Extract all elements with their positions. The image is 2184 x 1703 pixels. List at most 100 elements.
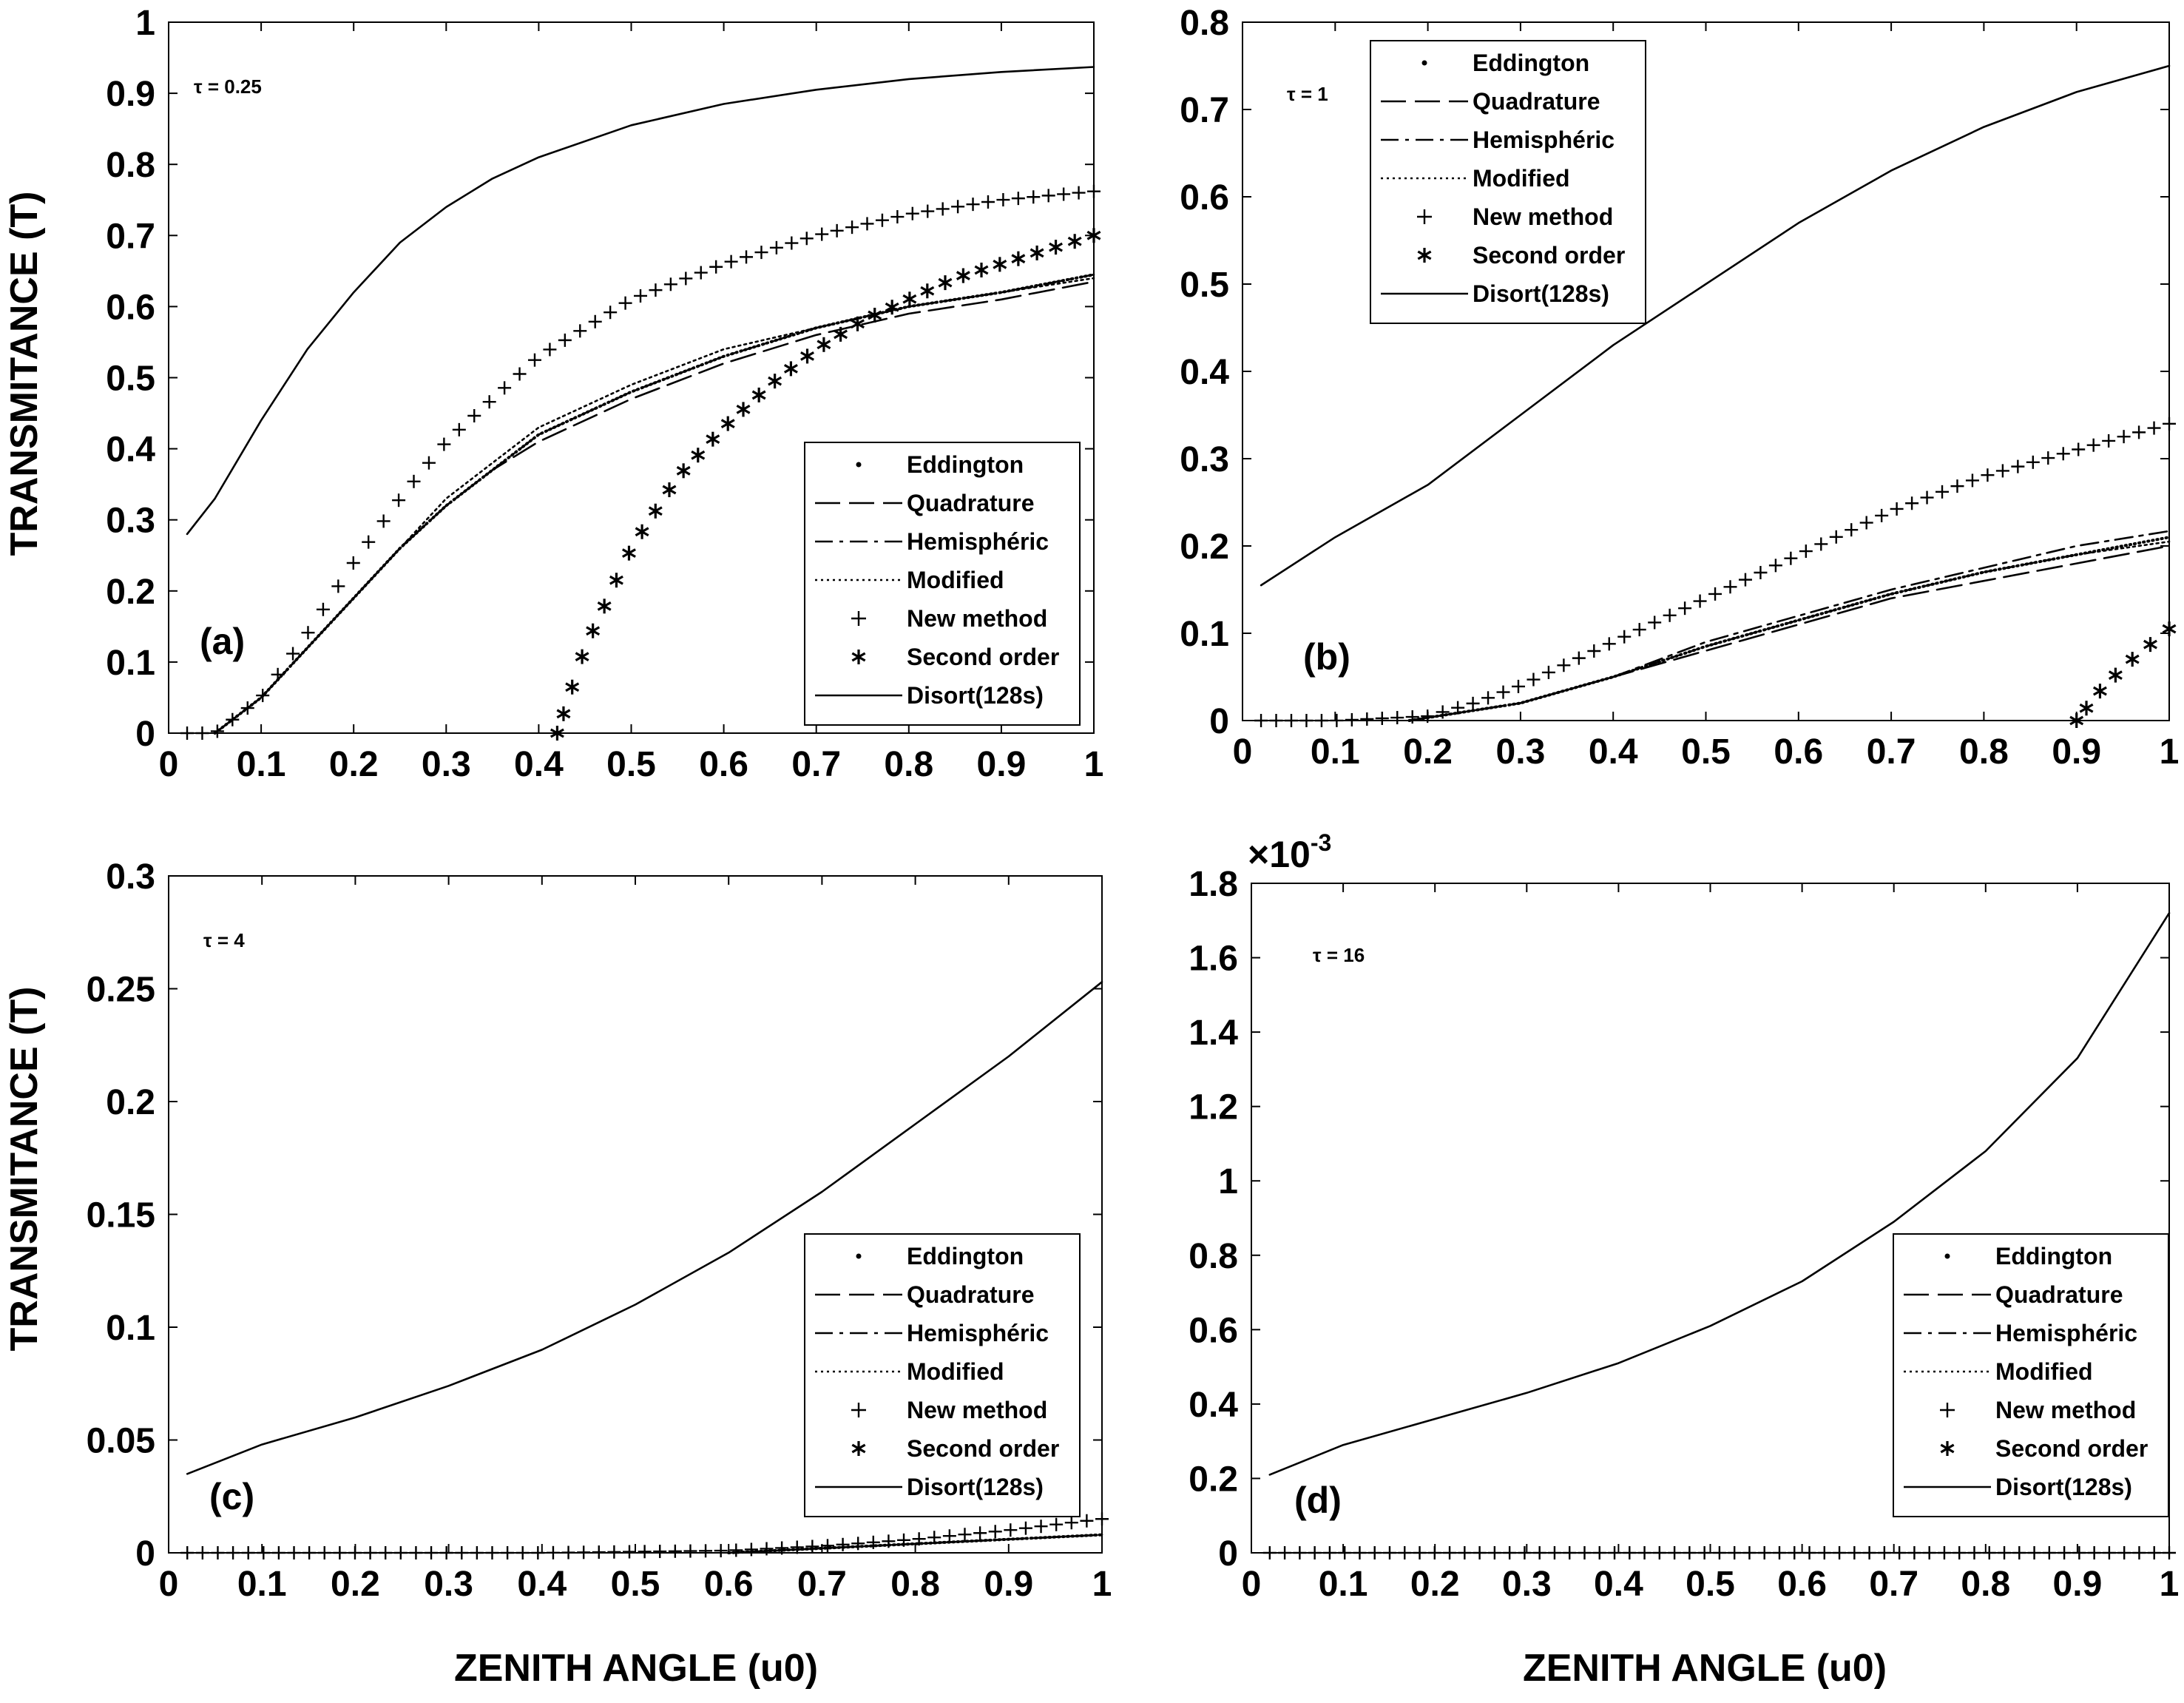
- second-order-point-ray: [720, 419, 735, 428]
- x-tick-label: 0.7: [797, 1565, 847, 1604]
- x-tick-label: 0.2: [1403, 732, 1453, 772]
- second-order-point-ray: [2079, 703, 2094, 713]
- legend-label-hemisph-ric: Hemisphéric: [907, 528, 1049, 555]
- x-tick-label: 0.5: [1681, 732, 1731, 772]
- series-line-disort-128s: [186, 66, 1095, 536]
- legend-label-disort-128s: Disort(128s): [907, 1474, 1044, 1500]
- y-tick-label: 0.5: [106, 360, 155, 399]
- legend-label-disort-128s: Disort(128s): [1473, 280, 1609, 307]
- legend-symbol-eddington: [1944, 1253, 1950, 1259]
- x-tick-label: 0.9: [984, 1565, 1033, 1604]
- second-order-point-ray: [783, 364, 798, 374]
- x-tick-label: 0.1: [1311, 732, 1360, 772]
- legend-label-modified: Modified: [1473, 165, 1570, 192]
- series-disort-128s: [186, 66, 1095, 536]
- series-line-disort-128s: [1268, 911, 2171, 1476]
- x-tick-label: 0.2: [329, 745, 379, 784]
- y-tick-label: 0.25: [87, 971, 155, 1010]
- x-tick-label: 0.9: [2053, 1565, 2103, 1604]
- legend-label-new-method: New method: [907, 605, 1047, 632]
- y-tick-label: 1: [135, 4, 155, 43]
- second-order-point-ray: [556, 709, 571, 719]
- second-order-point-ray: [768, 376, 782, 386]
- x-tick-label: 0.2: [331, 1565, 380, 1604]
- x-tick-label: 0.7: [791, 745, 841, 784]
- y-tick-label: 0.1: [1180, 615, 1229, 654]
- panel-letter: (a): [200, 621, 245, 662]
- y-tick-label: 0.7: [106, 217, 155, 256]
- second-order-point-ray: [993, 259, 1007, 269]
- x-tick-label: 0.4: [1589, 732, 1638, 772]
- y-tick-label: 0: [135, 1534, 155, 1574]
- legend-label-quadrature: Quadrature: [1473, 88, 1600, 115]
- x-tick-label: 0.3: [1502, 1565, 1552, 1604]
- legend-label-new-method: New method: [1473, 203, 1613, 230]
- legend-label-second-order: Second order: [1995, 1435, 2148, 1462]
- series-disort-128s: [1260, 64, 2171, 587]
- x-tick-label: 0.3: [424, 1565, 473, 1604]
- x-tick-label: 0: [1242, 1565, 1262, 1604]
- y-tick-label: 0.2: [106, 573, 155, 612]
- x-tick-label: 0.5: [606, 745, 656, 784]
- y-axis-exponent: -3: [1311, 829, 1331, 856]
- panel-a: 0 0.1 0.2 0.3 0.4 0.5 0.6 0.7 0.8 0.9 1 0 0.1 0.2 0.3 0…: [106, 4, 1103, 784]
- second-order-point-ray: [2162, 624, 2177, 634]
- legend-label-modified: Modified: [907, 567, 1004, 593]
- y-tick-label: 0.15: [87, 1196, 155, 1235]
- panel-letter: (b): [1303, 636, 1350, 678]
- x-tick-label: 0.8: [1959, 732, 2009, 772]
- x-tick-label: 0.5: [611, 1565, 660, 1604]
- legend-label-eddington: Eddington: [1995, 1243, 2112, 1269]
- second-order-point-ray: [974, 265, 989, 275]
- legend-label-quadrature: Quadrature: [907, 1281, 1034, 1308]
- second-order-point-ray: [648, 506, 663, 516]
- series-second-order: [2069, 621, 2177, 728]
- tau-annotation: τ = 4: [203, 929, 245, 951]
- y-tick-label: 0.4: [106, 431, 155, 470]
- legend-symbol-second-order-ray: [1417, 250, 1432, 260]
- x-tick-label: 1: [2160, 732, 2180, 772]
- second-order-point-ray: [2108, 670, 2123, 680]
- series-line-modified: [727, 1534, 1103, 1554]
- y-tick-label: 1: [1218, 1162, 1238, 1201]
- y-tick-label: 0.3: [106, 502, 155, 541]
- y-tick-label: 0.8: [1180, 4, 1229, 43]
- x-tick-label: 0.1: [237, 1565, 287, 1604]
- y-tick-label: 0.2: [1189, 1460, 1238, 1499]
- legend-label-second-order: Second order: [1473, 242, 1625, 269]
- second-order-point-ray: [586, 626, 601, 636]
- legend-label-modified: Modified: [907, 1358, 1004, 1385]
- legend-label-new-method: New method: [907, 1397, 1047, 1423]
- y-tick-label: 1.4: [1189, 1014, 1238, 1053]
- y-tick-label: 0.8: [106, 146, 155, 185]
- series-line-disort-128s: [1260, 64, 2171, 587]
- y-tick-label: 1.2: [1189, 1088, 1238, 1127]
- second-order-point-ray: [597, 601, 612, 611]
- second-order-point-ray: [2125, 654, 2140, 664]
- second-order-point-ray: [1049, 242, 1064, 252]
- series-second-order: [550, 228, 1101, 741]
- legend: Eddington Quadrature Hemisphéric Modified Ne…: [1893, 1233, 2169, 1517]
- second-order-point-ray: [1067, 236, 1082, 246]
- x-tick-label: 0: [159, 745, 179, 784]
- x-tick-label: 0.7: [1869, 1565, 1918, 1604]
- y-tick-label: 0.6: [1180, 178, 1229, 217]
- second-order-point-ray: [706, 434, 720, 445]
- legend: Eddington Quadrature Hemisphéric Modified Ne…: [1370, 40, 1646, 324]
- x-tick-label: 0: [159, 1565, 179, 1604]
- legend-label-hemisph-ric: Hemisphéric: [907, 1320, 1049, 1346]
- second-order-point-ray: [920, 286, 935, 296]
- legend-label-quadrature: Quadrature: [907, 490, 1034, 516]
- tau-annotation: τ = 0.25: [194, 75, 262, 98]
- legend-label-second-order: Second order: [907, 1435, 1059, 1462]
- legend-symbol-second-order-ray: [851, 1443, 866, 1454]
- second-order-point-ray: [691, 450, 706, 460]
- tau-annotation: τ = 16: [1313, 944, 1365, 966]
- x-tick-label: 0.9: [2052, 732, 2101, 772]
- legend: Eddington Quadrature Hemisphéric Modified Ne…: [804, 442, 1081, 726]
- second-order-point-ray: [2069, 715, 2084, 726]
- second-order-point-ray: [851, 319, 865, 329]
- x-tick-label: 0.5: [1686, 1565, 1735, 1604]
- second-order-point-ray: [885, 302, 899, 312]
- x-tick-label: 1: [1084, 745, 1104, 784]
